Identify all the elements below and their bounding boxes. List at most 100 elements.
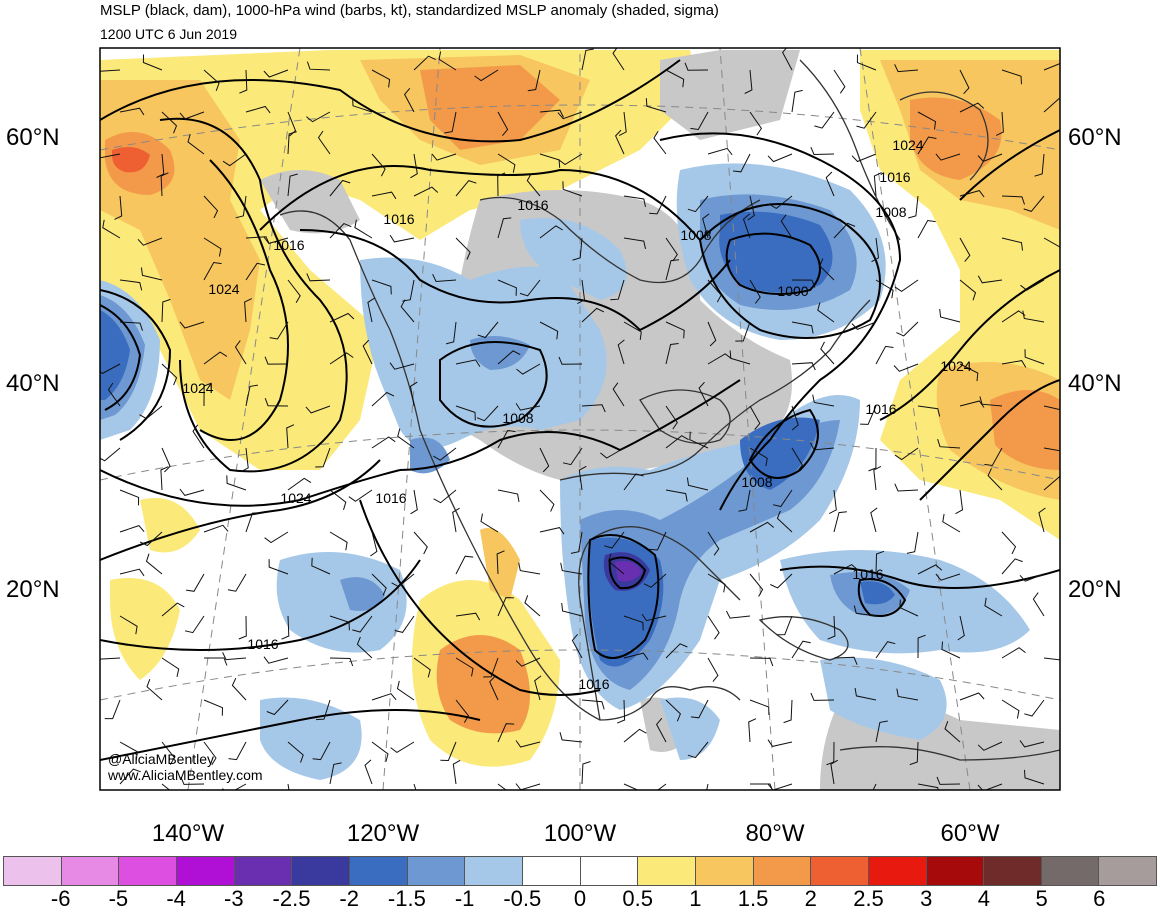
wind-barb (1001, 699, 1020, 719)
isobar-label: 1016 (273, 237, 304, 253)
wind-barb (287, 173, 298, 197)
wind-barb (1043, 405, 1060, 411)
wind-barb (119, 768, 141, 785)
colorbar-swatch (176, 857, 235, 885)
wind-barb (161, 602, 185, 617)
wind-barb (477, 321, 499, 339)
wind-barb (854, 687, 877, 701)
colorbar-swatch (349, 857, 408, 885)
colorbar-swatch (292, 857, 350, 885)
wind-barb (1022, 310, 1045, 323)
wind-barb (623, 237, 646, 250)
wind-barb (1001, 531, 1017, 555)
wind-barb (562, 181, 583, 197)
wind-barb (649, 531, 667, 551)
wind-barb (539, 447, 550, 473)
wind-barb (287, 131, 297, 155)
colorbar-swatch (580, 857, 639, 885)
wind-barb (329, 615, 350, 631)
wind-barb (354, 219, 373, 239)
wind-barb (397, 428, 415, 449)
wind-barb (767, 153, 793, 163)
wind-barb (562, 447, 583, 466)
wind-barb (610, 279, 625, 301)
wind-barb (497, 723, 515, 743)
wind-barb (707, 615, 720, 640)
wind-barb (572, 237, 583, 261)
wind-barb (1043, 657, 1060, 661)
wind-barb (749, 573, 764, 597)
wind-barb (264, 356, 289, 365)
wind-barb (497, 217, 512, 239)
wind-barb (769, 195, 793, 210)
wind-barb (161, 741, 176, 765)
wind-barb (744, 69, 753, 94)
wind-barb (402, 279, 415, 302)
wind-barb (581, 404, 606, 413)
wind-barb (645, 98, 667, 113)
wind-barb (615, 129, 625, 155)
wind-barb (917, 219, 936, 239)
wind-barb (917, 111, 937, 130)
wind-barb (286, 424, 295, 449)
colorbar-tick-label: 3 (920, 886, 933, 911)
wind-barb (534, 675, 542, 701)
wind-barb (329, 489, 347, 511)
wind-barb (871, 237, 880, 263)
wind-barb (119, 568, 145, 577)
wind-barb (767, 739, 793, 747)
wind-barb (160, 172, 169, 197)
wind-barb (371, 69, 391, 88)
colorbar-swatch (465, 857, 523, 885)
wind-barb (875, 720, 888, 743)
wind-barb (612, 48, 625, 71)
wind-barb (455, 180, 477, 197)
wind-barb (707, 147, 733, 156)
wind-barb (179, 111, 205, 120)
wind-barb (203, 741, 217, 766)
wind-barb (1024, 349, 1045, 365)
wind-barb (329, 531, 348, 551)
wind-barb (959, 279, 977, 301)
isobar-label: 1016 (517, 197, 548, 213)
wind-barb (114, 195, 123, 220)
wind-barb (287, 279, 301, 303)
credit-website: www.AliciaMBentley.com (108, 767, 263, 783)
wind-barb (909, 741, 919, 766)
wind-barb (203, 69, 220, 91)
wind-barb (413, 186, 439, 197)
colorbar-tick-label: -0.5 (503, 886, 542, 911)
wind-barb (431, 153, 457, 161)
wind-barb (917, 564, 943, 575)
wind-barb (561, 602, 583, 617)
wind-barb (665, 643, 688, 659)
wind-barb (623, 321, 642, 340)
wind-barb (268, 559, 289, 575)
wind-barb (400, 299, 415, 323)
wind-barb (102, 219, 121, 239)
lat-label-20n-left: 20°N (6, 576, 60, 603)
wind-barb (527, 69, 541, 92)
wind-barb (1032, 592, 1045, 617)
colorbar-swatch (4, 857, 62, 885)
colorbar-tick-label: -3 (224, 886, 244, 911)
wind-barb (432, 273, 457, 283)
wind-barb (245, 384, 258, 407)
wind-barb (1043, 476, 1060, 491)
wind-barb (287, 477, 312, 491)
wind-barb (119, 525, 145, 533)
wind-barb (735, 321, 751, 342)
wind-barb (515, 740, 541, 748)
wind-barb (917, 783, 939, 790)
wind-barb (107, 382, 121, 407)
wind-barb (161, 363, 178, 386)
wind-barb (371, 693, 397, 701)
wind-barb (329, 657, 354, 667)
wind-barb (665, 699, 681, 722)
isobar-label: 1008 (741, 474, 772, 490)
wind-barb (959, 69, 970, 95)
wind-barb (438, 51, 457, 71)
wind-barb (830, 759, 839, 785)
wind-barb (203, 195, 219, 219)
wind-barb (515, 403, 541, 411)
